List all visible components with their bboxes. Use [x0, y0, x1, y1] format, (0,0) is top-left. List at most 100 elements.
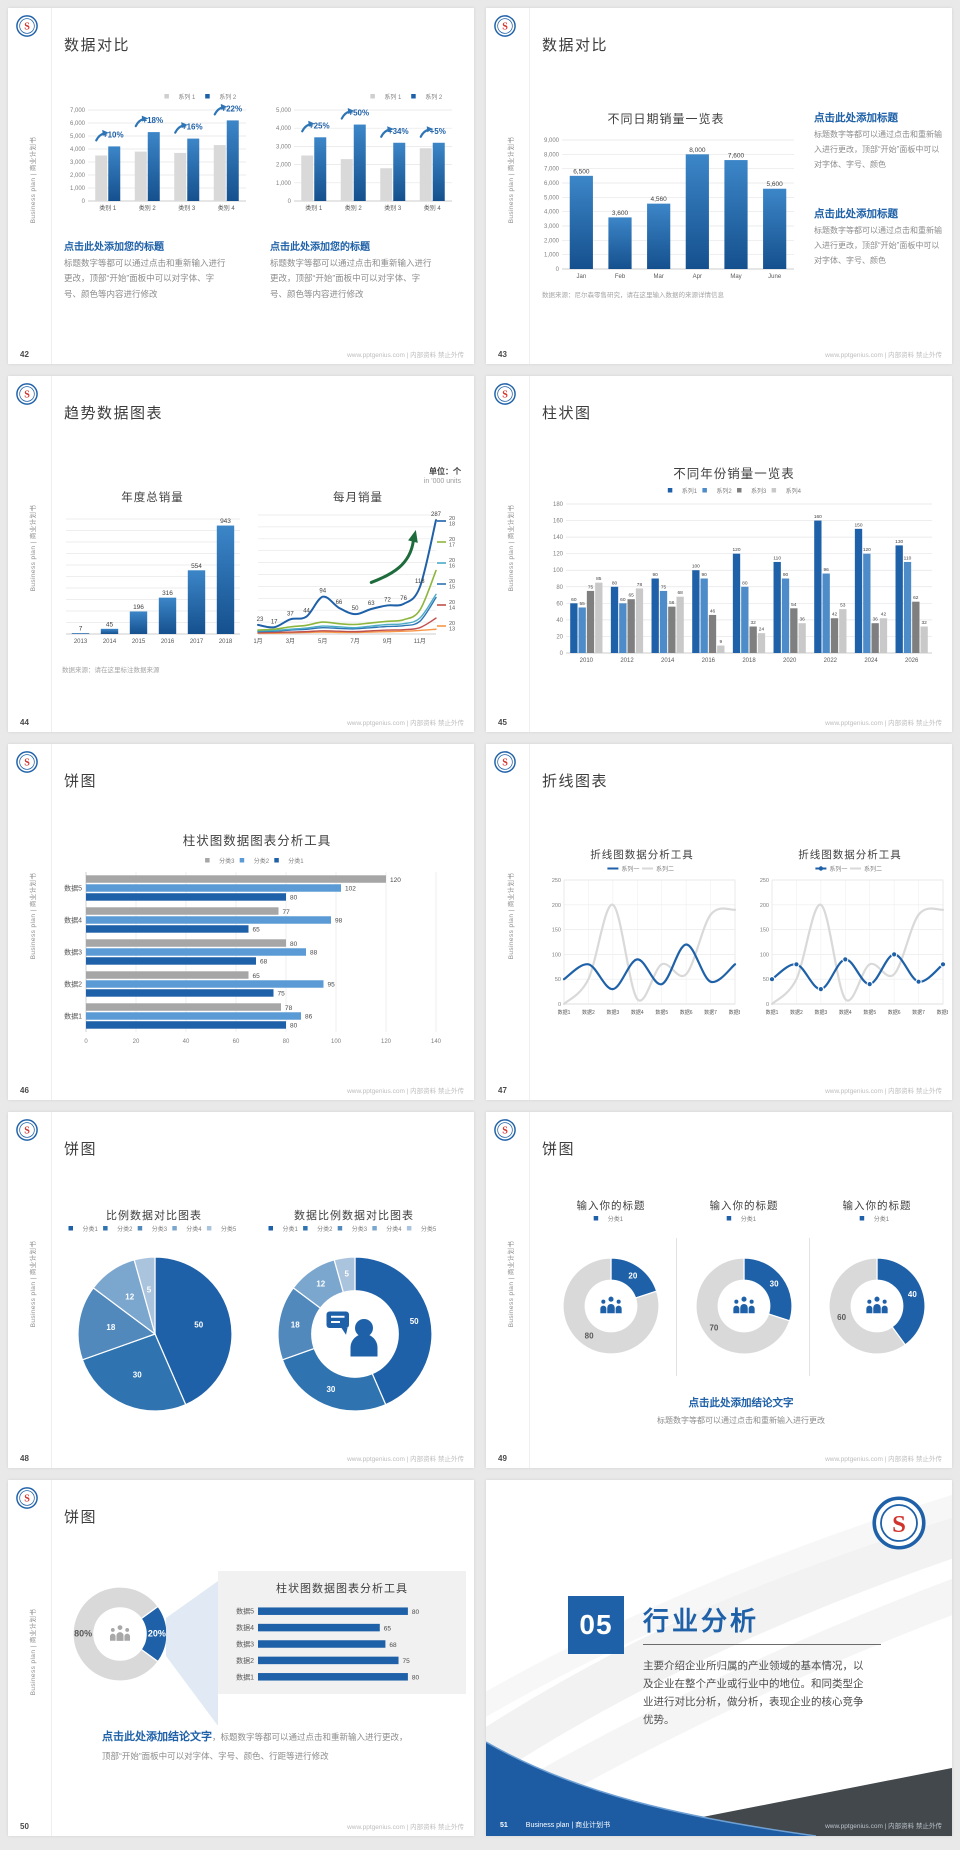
svg-text:6,000: 6,000 [70, 121, 86, 127]
column-divider [809, 1238, 810, 1376]
svg-text:80: 80 [290, 895, 298, 902]
block-heading: 点击此处添加标题 [814, 208, 898, 220]
donut-chart-3: 40 60 分类1 [816, 1212, 938, 1376]
svg-text:200: 200 [552, 903, 561, 909]
svg-text:42: 42 [881, 612, 887, 618]
svg-text:7,000: 7,000 [544, 167, 560, 173]
sidebar-vertical-text: Business plan | 商业计划书 [508, 136, 515, 224]
svg-text:80: 80 [742, 580, 748, 586]
slide-45-thumbnail[interactable]: S Business plan | 商业计划书 柱状图 不同年份销量一览表 0 2… [486, 376, 952, 732]
svg-text:类别 3: 类别 3 [178, 204, 196, 212]
svg-text:数据5: 数据5 [236, 1607, 254, 1616]
svg-text:100: 100 [692, 564, 700, 570]
svg-text:2014: 2014 [103, 639, 117, 645]
conclusion-heading: 点击此处添加结论文字 [688, 1397, 794, 1409]
slide-title: 数据对比 [64, 37, 131, 54]
svg-text:S: S [24, 1494, 30, 1505]
annual-sales-bar-chart: 2013 7 2014 45 2015 196 2016 316 2017 554 2018 943 [58, 507, 244, 647]
footer-watermark: www.pptgenius.com | 内部资料 禁止外传 [825, 1823, 942, 1830]
svg-text:Apr: Apr [693, 274, 702, 280]
svg-text:2017: 2017 [190, 639, 204, 645]
svg-text:Feb: Feb [615, 274, 626, 280]
svg-text:分类2: 分类2 [317, 1225, 333, 1233]
svg-text:分类3: 分类3 [219, 857, 235, 865]
svg-text:0: 0 [560, 651, 564, 657]
svg-text:3月: 3月 [286, 638, 295, 645]
slide-side-strip: Business plan | 商业计划书 [8, 744, 52, 1100]
svg-text:数据3: 数据3 [606, 1009, 619, 1016]
svg-text:分类4: 分类4 [186, 1225, 202, 1233]
svg-text:+16%: +16% [182, 123, 203, 132]
svg-text:65: 65 [253, 927, 261, 934]
svg-text:6,500: 6,500 [573, 168, 590, 175]
svg-text:6,000: 6,000 [544, 181, 560, 187]
svg-text:63: 63 [368, 601, 375, 607]
svg-text:分类2: 分类2 [254, 857, 270, 865]
svg-text:96: 96 [824, 567, 830, 573]
svg-text:5,600: 5,600 [767, 181, 784, 188]
svg-text:2017: 2017 [449, 537, 455, 549]
svg-text:250: 250 [760, 878, 769, 884]
svg-text:2013: 2013 [449, 621, 455, 633]
slide-44-thumbnail[interactable]: S Business plan | 商业计划书 趋势数据图表 单位：个 in '… [8, 376, 474, 732]
slide-43-thumbnail[interactable]: S Business plan | 商业计划书 数据对比 不同日期销量一览表 0… [486, 8, 952, 364]
line-chart-left: 0 50 100 150 200 250 系列一 系列二 数据1 数据2 数据3 数据4 数据5 数据6 数… [544, 864, 740, 1018]
svg-text:系列4: 系列4 [786, 487, 802, 495]
slide-title: 折线图表 [542, 773, 609, 790]
slide-title: 饼图 [64, 1141, 98, 1158]
svg-text:系列一: 系列一 [621, 865, 639, 873]
slide-42-thumbnail[interactable]: S Business plan | 商业计划书 数据对比 0 1,000 2,000… [8, 8, 474, 364]
svg-text:37: 37 [287, 611, 294, 617]
svg-text:分类5: 分类5 [221, 1225, 237, 1233]
svg-text:数据1: 数据1 [64, 1012, 82, 1021]
svg-text:3,000: 3,000 [70, 160, 86, 166]
svg-text:0: 0 [556, 267, 560, 273]
slide-side-strip: Business plan | 商业计划书 [486, 744, 530, 1100]
svg-text:102: 102 [345, 886, 356, 893]
svg-text:S: S [502, 758, 508, 769]
svg-text:140: 140 [431, 1039, 442, 1045]
svg-text:类别 1: 类别 1 [305, 204, 323, 212]
svg-text:2015: 2015 [449, 579, 455, 591]
svg-text:2,000: 2,000 [276, 163, 292, 169]
svg-text:30: 30 [326, 1385, 335, 1394]
slide-49-thumbnail[interactable]: S Business plan | 商业计划书 饼图 输入你的标题 输入你的标题… [486, 1112, 952, 1468]
svg-text:78: 78 [285, 1005, 293, 1012]
svg-text:65: 65 [628, 593, 634, 599]
brand-logo-icon: S [494, 751, 516, 773]
svg-text:12: 12 [125, 1293, 134, 1302]
svg-text:56: 56 [669, 600, 675, 606]
svg-text:1,000: 1,000 [544, 253, 560, 259]
svg-text:2014: 2014 [449, 600, 455, 612]
svg-text:30: 30 [133, 1370, 142, 1379]
page-number: 48 [20, 1454, 29, 1463]
slide-grid: S Business plan | 商业计划书 数据对比 0 1,000 2,000… [8, 8, 952, 1836]
svg-text:7,000: 7,000 [70, 108, 86, 114]
slide-51-thumbnail[interactable]: S 05 行业分析 主要介绍企业所归属的产业领域的基本情况，以及企业在整个产业或… [486, 1480, 952, 1836]
svg-text:+25%: +25% [309, 121, 330, 130]
svg-text:7,600: 7,600 [728, 153, 745, 160]
brand-logo-icon: S [494, 1119, 516, 1141]
chart-title-right: 数据比例数据对比图表 [294, 1210, 414, 1222]
svg-text:数据2: 数据2 [790, 1009, 803, 1016]
slide-50-thumbnail[interactable]: S Business plan | 商业计划书 饼图 20% 80% 柱状图数据图… [8, 1480, 474, 1836]
svg-text:2020: 2020 [783, 658, 797, 664]
svg-text:11月: 11月 [414, 638, 426, 645]
data-source-note: 数据来源：尼尔森零售研究，请在这里输入数据的来源详情信息 [542, 292, 724, 299]
svg-text:5月: 5月 [318, 638, 327, 645]
svg-text:46: 46 [710, 608, 716, 614]
svg-text:数据4: 数据4 [631, 1009, 644, 1016]
svg-text:系列2: 系列2 [716, 487, 732, 495]
footer-watermark: www.pptgenius.com | 内部资料 禁止外传 [347, 720, 464, 727]
svg-text:分类3: 分类3 [152, 1225, 168, 1233]
slide-48-thumbnail[interactable]: S Business plan | 商业计划书 饼图 比例数据对比图表 数据比例… [8, 1112, 474, 1468]
sidebar-vertical-text: Business plan | 商业计划书 [508, 872, 515, 960]
svg-text:2026: 2026 [905, 658, 919, 664]
svg-text:S: S [502, 22, 508, 33]
brand-logo-icon: S [872, 1496, 926, 1550]
svg-text:4,000: 4,000 [276, 126, 292, 132]
svg-text:数据3: 数据3 [814, 1009, 827, 1016]
svg-text:50: 50 [555, 977, 561, 983]
slide-47-thumbnail[interactable]: S Business plan | 商业计划书 折线图表 折线图数据分析工具 折… [486, 744, 952, 1100]
slide-46-thumbnail[interactable]: S Business plan | 商业计划书 饼图 柱状图数据图表分析工具 0… [8, 744, 474, 1100]
